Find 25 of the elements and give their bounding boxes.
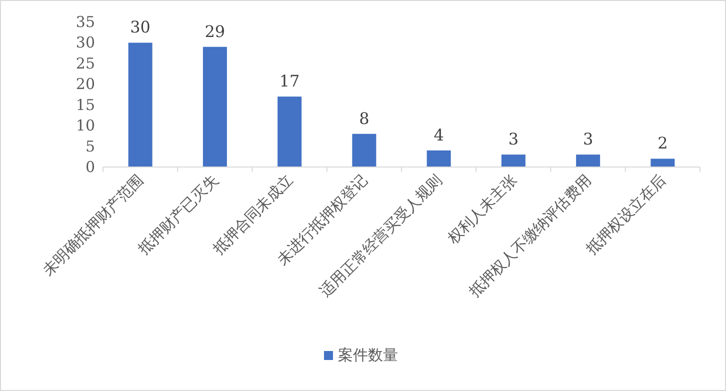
bar: [128, 42, 152, 167]
data-label: 4: [434, 125, 444, 144]
legend-label: 案件数量: [338, 346, 398, 364]
data-label: 29: [204, 22, 226, 41]
bar: [426, 150, 451, 167]
bar: [650, 158, 675, 167]
bar: [278, 96, 302, 167]
y-tick-label: 30: [76, 34, 95, 52]
data-label: 17: [279, 72, 300, 91]
y-tick-label: 20: [76, 75, 95, 94]
y-tick-label: 0: [85, 158, 95, 176]
y-tick-label: 15: [76, 96, 95, 114]
bar: [202, 46, 227, 167]
y-tick-label: 10: [76, 116, 95, 135]
data-label: 2: [658, 134, 668, 153]
bar: [352, 134, 376, 167]
y-tick-label: 25: [76, 54, 95, 72]
data-label: 3: [582, 130, 594, 149]
y-tick-label: 35: [76, 13, 95, 31]
bar: [501, 154, 526, 167]
bar: [576, 154, 600, 167]
data-label: 8: [359, 108, 370, 128]
y-tick-label: 5: [85, 137, 95, 156]
data-label: 3: [508, 130, 519, 149]
data-label: 30: [130, 18, 150, 37]
